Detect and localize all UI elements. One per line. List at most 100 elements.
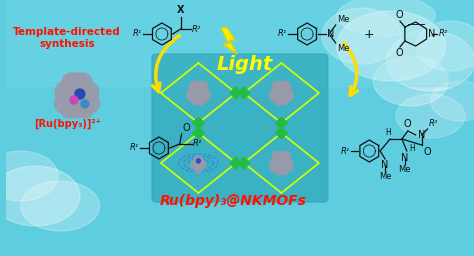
Circle shape bbox=[197, 97, 205, 105]
Circle shape bbox=[191, 161, 199, 169]
Circle shape bbox=[188, 87, 199, 99]
Text: O: O bbox=[395, 48, 403, 58]
Ellipse shape bbox=[386, 31, 474, 91]
Text: N: N bbox=[401, 153, 409, 163]
Text: R¹: R¹ bbox=[278, 29, 287, 38]
Circle shape bbox=[280, 97, 288, 105]
Text: Template-directed
synthesis: Template-directed synthesis bbox=[13, 27, 121, 49]
Ellipse shape bbox=[337, 11, 446, 81]
Text: R¹: R¹ bbox=[130, 144, 139, 153]
Text: O: O bbox=[424, 147, 431, 157]
Polygon shape bbox=[238, 87, 250, 99]
Circle shape bbox=[274, 82, 288, 95]
Text: Light: Light bbox=[217, 55, 273, 73]
Ellipse shape bbox=[373, 56, 448, 106]
Circle shape bbox=[191, 97, 200, 105]
Text: +: + bbox=[364, 27, 374, 40]
Circle shape bbox=[281, 151, 291, 161]
Text: [Ru(bpy₃)]²⁺: [Ru(bpy₃)]²⁺ bbox=[34, 119, 100, 129]
Circle shape bbox=[67, 98, 87, 118]
Polygon shape bbox=[221, 28, 237, 54]
Ellipse shape bbox=[0, 166, 80, 226]
Circle shape bbox=[70, 96, 78, 104]
Circle shape bbox=[270, 91, 280, 101]
Polygon shape bbox=[275, 117, 287, 129]
Text: X: X bbox=[177, 5, 184, 15]
Text: R¹: R¹ bbox=[133, 29, 142, 38]
Circle shape bbox=[75, 89, 85, 99]
Circle shape bbox=[77, 102, 93, 118]
Circle shape bbox=[271, 157, 282, 169]
Circle shape bbox=[277, 159, 286, 167]
Polygon shape bbox=[230, 87, 242, 99]
Circle shape bbox=[272, 151, 282, 161]
Circle shape bbox=[271, 87, 282, 99]
Text: Me: Me bbox=[399, 165, 411, 174]
Polygon shape bbox=[192, 117, 204, 129]
Bar bbox=[6, 0, 474, 86]
Circle shape bbox=[187, 91, 197, 101]
FancyBboxPatch shape bbox=[152, 54, 328, 202]
Text: Me: Me bbox=[337, 15, 349, 24]
Text: H: H bbox=[409, 144, 415, 153]
Circle shape bbox=[283, 91, 293, 101]
Circle shape bbox=[275, 161, 287, 173]
Text: N: N bbox=[382, 160, 389, 170]
Circle shape bbox=[281, 81, 291, 91]
Ellipse shape bbox=[396, 94, 465, 138]
Text: R¹: R¹ bbox=[340, 146, 349, 155]
Ellipse shape bbox=[416, 21, 474, 71]
Text: N: N bbox=[327, 29, 334, 39]
Text: H: H bbox=[385, 128, 391, 137]
Text: R²: R² bbox=[438, 29, 447, 38]
Text: R²: R² bbox=[191, 25, 201, 34]
Text: N: N bbox=[418, 130, 425, 140]
Circle shape bbox=[189, 81, 199, 91]
Circle shape bbox=[61, 102, 77, 118]
Circle shape bbox=[283, 161, 293, 172]
Circle shape bbox=[281, 87, 292, 99]
Circle shape bbox=[64, 73, 90, 99]
Circle shape bbox=[272, 81, 282, 91]
Circle shape bbox=[196, 159, 201, 163]
Polygon shape bbox=[230, 157, 242, 169]
Circle shape bbox=[81, 100, 89, 108]
Circle shape bbox=[194, 89, 202, 97]
Circle shape bbox=[192, 91, 204, 103]
Circle shape bbox=[80, 93, 100, 113]
Circle shape bbox=[280, 166, 288, 175]
Ellipse shape bbox=[21, 181, 100, 231]
Text: Ru(bpy)₃@NKMOFs: Ru(bpy)₃@NKMOFs bbox=[160, 194, 306, 208]
Text: O: O bbox=[403, 119, 410, 129]
Circle shape bbox=[199, 161, 206, 169]
Circle shape bbox=[74, 73, 92, 91]
Circle shape bbox=[54, 93, 74, 113]
Circle shape bbox=[277, 89, 286, 97]
Ellipse shape bbox=[337, 0, 436, 36]
Ellipse shape bbox=[322, 8, 401, 64]
Ellipse shape bbox=[0, 151, 58, 201]
Polygon shape bbox=[238, 157, 250, 169]
Circle shape bbox=[191, 82, 205, 95]
Circle shape bbox=[274, 152, 288, 166]
Circle shape bbox=[281, 157, 292, 169]
Polygon shape bbox=[192, 127, 204, 139]
Text: R²: R² bbox=[192, 140, 202, 148]
Circle shape bbox=[198, 87, 210, 99]
Circle shape bbox=[193, 156, 203, 166]
Circle shape bbox=[69, 88, 85, 104]
Circle shape bbox=[275, 91, 287, 103]
Circle shape bbox=[62, 73, 80, 91]
Ellipse shape bbox=[430, 81, 474, 121]
Circle shape bbox=[77, 81, 99, 103]
Text: N: N bbox=[428, 29, 435, 39]
Polygon shape bbox=[275, 127, 287, 139]
Circle shape bbox=[194, 165, 202, 173]
Circle shape bbox=[270, 161, 280, 172]
Circle shape bbox=[198, 81, 208, 91]
Circle shape bbox=[274, 97, 283, 105]
Text: O: O bbox=[395, 10, 403, 20]
Text: Me: Me bbox=[379, 172, 392, 181]
Text: O: O bbox=[182, 123, 190, 133]
Text: R²: R² bbox=[428, 119, 438, 128]
